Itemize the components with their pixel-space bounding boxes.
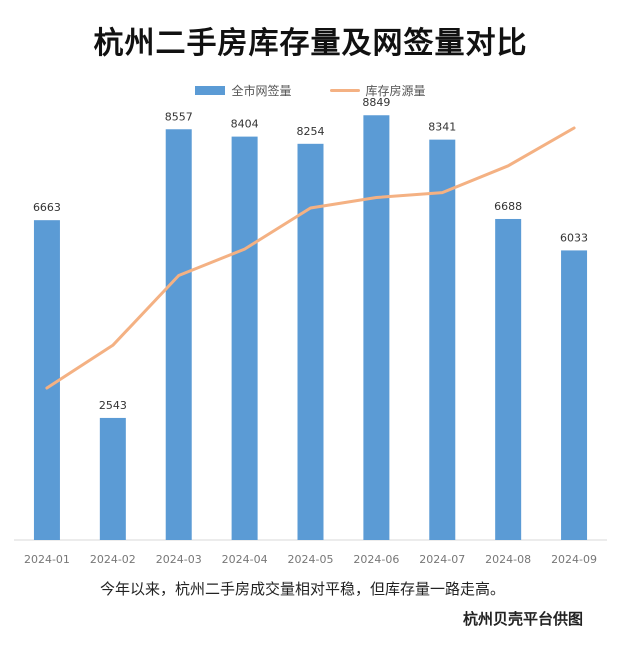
legend-item-bar: 全市网签量 — [195, 82, 292, 99]
legend-item-line: 库存房源量 — [329, 82, 426, 99]
x-tick-label: 2024-09 — [551, 553, 597, 566]
bar-value-label: 6033 — [560, 231, 588, 244]
chart-caption: 今年以来，杭州二手房成交量相对平稳，但库存量一路走高。 — [100, 580, 506, 598]
bar-value-label: 2543 — [99, 399, 127, 412]
x-tick-label: 2024-08 — [485, 553, 531, 566]
bar-2024-01 — [33, 220, 60, 540]
bar-2024-05 — [297, 143, 324, 541]
bar-2024-06 — [363, 115, 390, 541]
x-tick-label: 2024-07 — [419, 553, 465, 566]
bar-value-label: 6688 — [494, 200, 522, 213]
chart-plot: 6663 2024-01 2543 2024-02 8557 2024-03 8404 202… — [14, 96, 607, 566]
legend-label-line: 库存房源量 — [365, 84, 426, 98]
bar-2024-03 — [165, 129, 192, 540]
bar-value-label: 6663 — [33, 201, 61, 214]
chart-title: 杭州二手房库存量及网签量对比 — [93, 26, 528, 61]
bar-2024-07 — [429, 139, 456, 540]
bar-value-label: 8849 — [362, 96, 390, 109]
legend-label-bar: 全市网签量 — [231, 84, 292, 98]
chart-legend: 全市网签量 库存房源量 — [0, 82, 621, 99]
x-tick-label: 2024-02 — [90, 553, 136, 566]
inventory-line — [45, 126, 576, 390]
bar-2024-09 — [561, 250, 588, 540]
legend-swatch-line — [329, 89, 360, 92]
x-tick-label: 2024-05 — [288, 553, 334, 566]
bar-2024-04 — [231, 136, 258, 540]
x-tick-label: 2024-06 — [353, 553, 399, 566]
bar-2024-02 — [99, 417, 126, 540]
bar-2024-08 — [495, 218, 522, 540]
legend-swatch-bar — [195, 86, 226, 95]
x-tick-label: 2024-04 — [222, 553, 268, 566]
bar-value-label: 8341 — [428, 121, 456, 134]
x-tick-label: 2024-01 — [24, 553, 70, 566]
bar-value-label: 8254 — [297, 125, 325, 138]
bar-value-label: 8557 — [165, 110, 193, 123]
bar-value-label: 8404 — [231, 118, 259, 131]
x-tick-label: 2024-03 — [156, 553, 202, 566]
image-credit: 杭州贝壳平台供图 — [462, 610, 583, 628]
